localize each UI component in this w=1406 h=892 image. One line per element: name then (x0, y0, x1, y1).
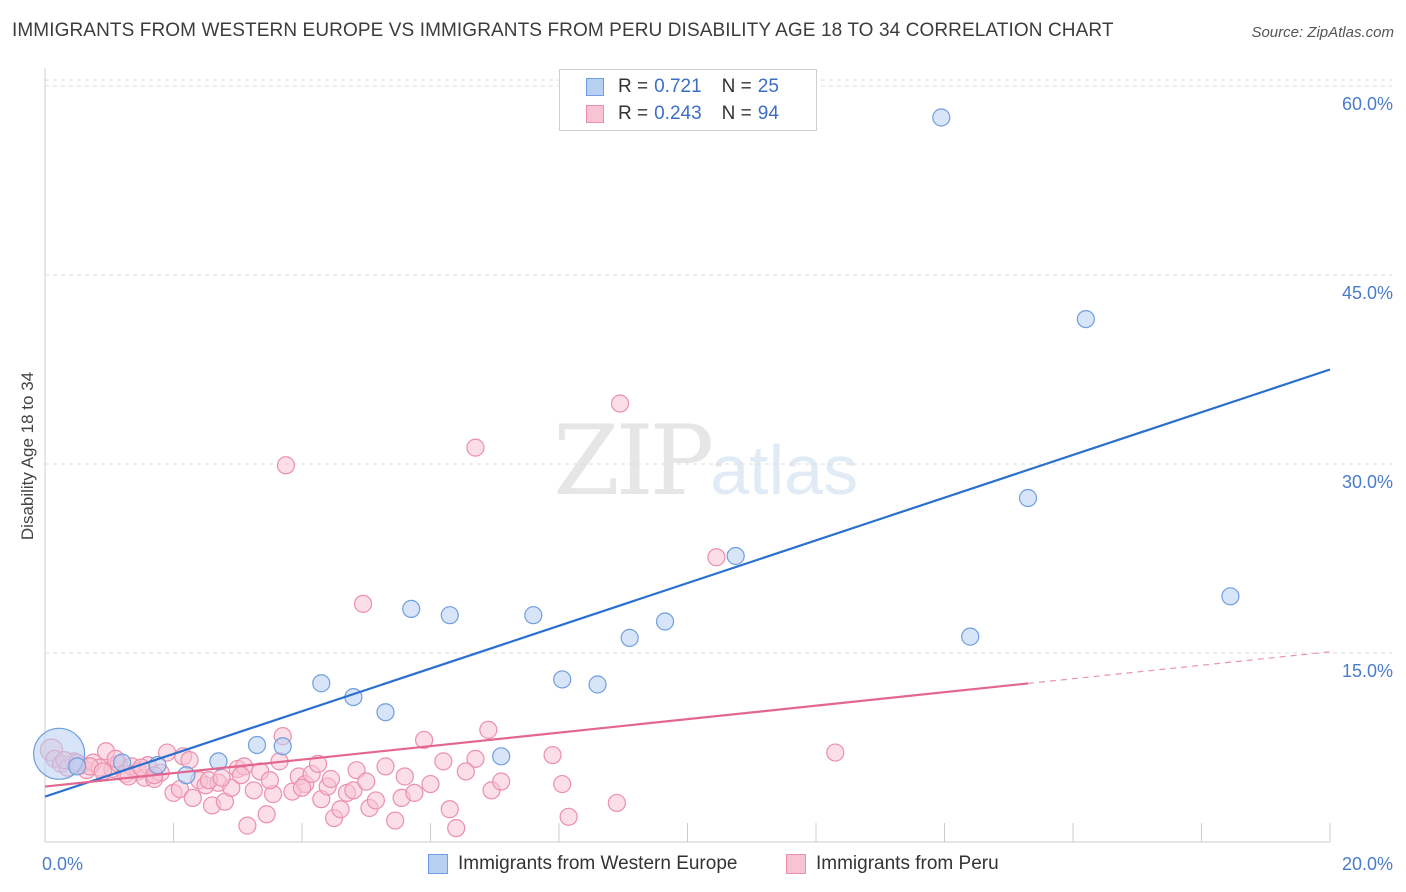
peru-point (466, 438, 485, 457)
peru-trend-line-extrapolated (1027, 651, 1331, 685)
peru-point (321, 769, 341, 789)
peru-point (386, 811, 405, 830)
peru-point (344, 781, 363, 800)
western-europe-point (655, 612, 675, 631)
bottom-legend-swatch-blue (428, 854, 448, 874)
bottom-legend-label: Immigrants from Peru (816, 853, 999, 874)
western-europe-points (33, 108, 1240, 785)
western-europe-point (1221, 587, 1240, 606)
legend-swatch-pink (586, 105, 604, 123)
legend-n-value: 25 (757, 76, 779, 97)
peru-point (492, 772, 511, 791)
western-europe-point (247, 735, 267, 755)
peru-point (331, 800, 350, 819)
tick-labels: 15.0% 30.0% 45.0% 60.0% 0.0% 20.0% (42, 94, 1393, 874)
legend-swatch-blue (586, 78, 604, 96)
bottom-legend-western-europe: Immigrants from Western Europe (428, 850, 737, 878)
western-europe-point (312, 674, 331, 693)
western-europe-trend-line (44, 368, 1331, 798)
legend-row-peru: R = 0.243 N = 94 (586, 101, 779, 127)
peru-point (353, 594, 373, 613)
peru-point (257, 805, 276, 824)
legend-n-label: N = (721, 103, 752, 124)
western-europe-point (524, 606, 543, 625)
y-tick-label: 60.0% (1342, 94, 1393, 114)
y-tick-label: 15.0% (1342, 661, 1393, 681)
x-tick-label: 0.0% (42, 854, 83, 874)
western-europe-point (961, 627, 980, 646)
peru-point (212, 768, 231, 787)
legend-r-value: 0.243 (654, 103, 702, 124)
peru-point (238, 816, 257, 835)
peru-trend-line (44, 682, 1029, 788)
peru-point (405, 783, 424, 802)
bottom-legend-peru: Immigrants from Peru (786, 850, 999, 878)
peru-point (414, 730, 434, 750)
bottom-legend-label: Immigrants from Western Europe (458, 853, 738, 874)
western-europe-point (588, 675, 607, 694)
y-tick-label: 30.0% (1342, 472, 1393, 492)
peru-point (559, 807, 578, 826)
peru-point (434, 752, 453, 771)
peru-point (292, 778, 312, 797)
source-credit: Source: ZipAtlas.com (1251, 24, 1394, 41)
legend-r-label: R = (618, 103, 649, 124)
western-europe-point (209, 752, 228, 771)
western-europe-point (1076, 310, 1095, 329)
peru-point (826, 743, 845, 762)
peru-point (376, 757, 395, 776)
x-tick-label: 20.0% (1342, 854, 1393, 874)
western-europe-point (932, 108, 951, 127)
legend-r-value: 0.721 (654, 76, 702, 97)
legend-row-western-europe: R = 0.721 N = 25 (586, 74, 779, 100)
trend-lines (44, 368, 1331, 798)
western-europe-point (726, 546, 745, 566)
peru-point (231, 766, 251, 785)
watermark-zip: ZIP (553, 405, 714, 517)
watermark-atlas: atlas (710, 431, 859, 509)
western-europe-point (273, 737, 292, 756)
western-europe-point (440, 606, 459, 625)
western-europe-point (376, 703, 395, 722)
peru-point (607, 793, 626, 813)
peru-point (447, 819, 466, 838)
grid-lines (45, 79, 1392, 654)
peru-point (553, 774, 572, 794)
peru-point (180, 750, 199, 770)
bottom-legend-swatch-pink (786, 854, 806, 874)
legend-n-label: N = (721, 76, 752, 97)
peru-point (479, 720, 498, 739)
western-europe-point (553, 670, 572, 689)
peru-point (707, 548, 726, 567)
peru-point (366, 791, 385, 810)
western-europe-point (1018, 488, 1038, 508)
peru-point (308, 754, 328, 773)
western-europe-point (492, 747, 511, 766)
peru-point (421, 774, 440, 794)
watermark: ZIPatlas (553, 405, 858, 517)
western-europe-point (68, 757, 87, 776)
peru-point (357, 772, 376, 791)
legend-r-label: R = (618, 76, 649, 97)
stats-legend: R = 0.721 N = 25 R = 0.243 N = 94 (559, 69, 817, 131)
peru-point (440, 800, 459, 819)
western-europe-point (620, 628, 639, 647)
peru-point (395, 767, 414, 786)
western-europe-point (177, 766, 196, 785)
peru-point (183, 788, 202, 808)
peru-point (244, 781, 263, 800)
peru-point (260, 771, 279, 790)
peru-point (466, 749, 485, 768)
peru-point (610, 394, 630, 413)
chart-title: IMMIGRANTS FROM WESTERN EUROPE VS IMMIGR… (12, 20, 1114, 41)
peru-point (456, 762, 475, 781)
peru-point (276, 456, 296, 475)
peru-point (543, 745, 562, 765)
axes (44, 68, 1331, 843)
y-tick-label: 45.0% (1342, 283, 1393, 303)
western-europe-point (402, 599, 421, 619)
legend-n-value: 94 (757, 103, 779, 124)
